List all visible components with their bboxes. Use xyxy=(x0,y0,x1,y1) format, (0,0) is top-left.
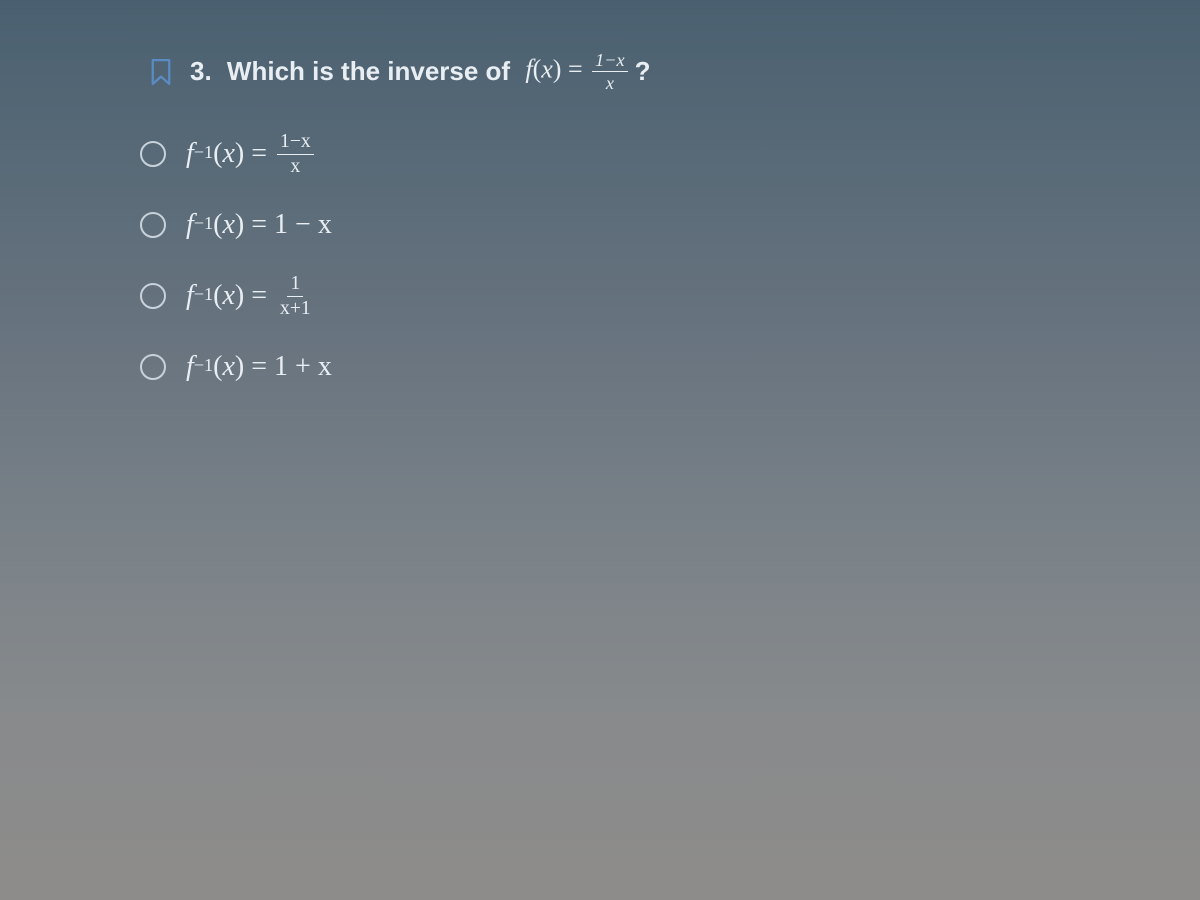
option-b[interactable]: f−1(x) = 1 − x xyxy=(140,209,1070,241)
option-d[interactable]: f−1(x) = 1 + x xyxy=(140,351,1070,383)
question-number: 3. xyxy=(190,56,212,87)
question-prompt: Which is the inverse of xyxy=(227,56,510,87)
option-d-text: f−1(x) = 1 + x xyxy=(186,351,332,383)
option-a-text: f−1(x) = 1−x x xyxy=(186,131,317,177)
bookmark-icon[interactable] xyxy=(150,58,172,86)
option-c[interactable]: f−1(x) = 1 x+1 xyxy=(140,273,1070,319)
radio-b[interactable] xyxy=(140,212,166,238)
radio-c[interactable] xyxy=(140,283,166,309)
option-a[interactable]: f−1(x) = 1−x x xyxy=(140,131,1070,177)
options-list: f−1(x) = 1−x x f−1(x) = 1 − x f−1(x) = 1… xyxy=(140,131,1070,383)
radio-a[interactable] xyxy=(140,141,166,167)
radio-d[interactable] xyxy=(140,354,166,380)
option-b-text: f−1(x) = 1 − x xyxy=(186,209,332,241)
question-suffix: ? xyxy=(635,56,651,87)
question-text: 3. Which is the inverse of f(x) = 1−x x … xyxy=(190,50,650,93)
question-header: 3. Which is the inverse of f(x) = 1−x x … xyxy=(150,50,1070,93)
question-function: f(x) = 1−x x xyxy=(525,50,630,93)
option-c-text: f−1(x) = 1 x+1 xyxy=(186,273,317,319)
